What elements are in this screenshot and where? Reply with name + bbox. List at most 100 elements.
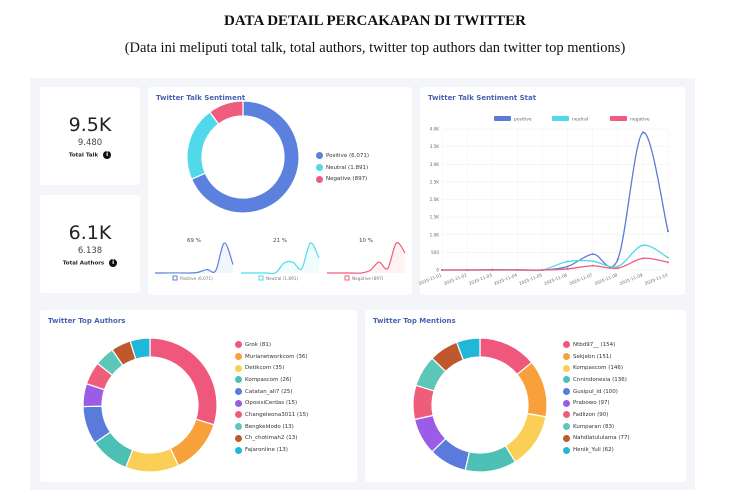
top-authors-slice-0[interactable] — [149, 337, 218, 426]
sparkline-legend-0: Positive (6.071) — [180, 276, 213, 281]
y-tick-label: 3.5K — [430, 144, 440, 149]
sentiment-stat-title: Twitter Talk Sentiment Stat — [428, 94, 537, 102]
top-mentions-legend-item[interactable]: Henik_Yuli (62) — [563, 444, 630, 456]
point-neutral[interactable] — [591, 260, 594, 263]
top-mentions-title: Twitter Top Mentions — [373, 317, 456, 325]
point-neutral[interactable] — [566, 260, 569, 263]
top-mentions-legend-item[interactable]: Fadlizon (90) — [563, 409, 630, 421]
point-neutral[interactable] — [641, 244, 644, 247]
sentiment-slice-2[interactable] — [208, 100, 244, 125]
legend-label: Murianetworkcom (36) — [245, 353, 308, 360]
point-positive[interactable] — [641, 131, 644, 134]
top-mentions-slice-9[interactable] — [455, 337, 481, 361]
point-neutral[interactable] — [616, 265, 619, 268]
sentiment-slice-0[interactable] — [190, 100, 300, 214]
sparkline-percent-2: 10 % — [359, 238, 373, 244]
top-mentions-legend-item[interactable]: Cnnindonesia (136) — [563, 374, 630, 386]
legend-label: Henik_Yuli (62) — [573, 447, 614, 454]
top-authors-legend-item[interactable]: Catatan_ali7 (25) — [235, 386, 308, 398]
point-negative[interactable] — [667, 261, 669, 264]
point-negative[interactable] — [466, 269, 469, 271]
info-icon[interactable]: i — [109, 259, 118, 267]
legend-dot — [563, 341, 570, 349]
legend-negative[interactable]: Negative (897) — [316, 173, 369, 185]
sparkline-area-2 — [327, 242, 405, 274]
legend-label: Bengkeldodo (13) — [245, 423, 294, 430]
top-authors-legend-item[interactable]: Detikcom (35) — [235, 362, 308, 374]
point-positive[interactable] — [591, 253, 594, 256]
legend-dot — [235, 364, 242, 372]
legend-swatch-negative[interactable] — [610, 116, 627, 121]
total-talk-full: 9.480 — [77, 138, 103, 148]
legend-dot — [235, 353, 242, 361]
top-authors-legend-item[interactable]: Changeleona3011 (15) — [235, 409, 308, 421]
top-mentions-slice-1[interactable] — [516, 361, 548, 418]
top-authors-slice-1[interactable] — [169, 418, 215, 467]
info-icon[interactable]: i — [103, 151, 112, 159]
legend-neutral[interactable]: Neutral (1.891) — [316, 162, 369, 174]
sentiment-stat-card: Twitter Talk Sentiment Stat 0 500 1.0K 1.5K… — [418, 87, 685, 295]
top-authors-slice-9[interactable] — [129, 337, 151, 360]
top-authors-legend-item[interactable]: Kompascom (26) — [235, 374, 308, 386]
page-subtitle: (Data ini meliputi total talk, total aut… — [124, 40, 626, 56]
legend-label: Changeleona3011 (15) — [245, 411, 309, 418]
point-negative[interactable] — [591, 264, 594, 267]
top-mentions-legend-item[interactable]: Prabowo (97) — [563, 397, 630, 409]
point-negative[interactable] — [491, 269, 494, 271]
top-mentions-legend-item[interactable]: Sekjebn (151) — [563, 351, 630, 363]
legend-label: Prabowo (97) — [573, 400, 610, 407]
point-negative[interactable] — [541, 269, 544, 271]
top-mentions-card: Twitter Top Mentions Ntbd97__ (154) Sekje… — [365, 310, 686, 482]
x-tick-label: 2025-11-05 — [518, 272, 543, 286]
sparkline-legend-box-2[interactable] — [344, 275, 350, 281]
sparkline-legend-box-1[interactable] — [258, 275, 264, 281]
legend-label-neutral: neutral — [572, 117, 588, 123]
total-talk-label: Total Talk — [68, 152, 99, 159]
top-mentions-slice-3[interactable] — [464, 444, 517, 473]
legend-dot — [563, 388, 570, 396]
top-authors-donut — [82, 337, 218, 473]
top-authors-legend-item[interactable]: Bengkeldodo (13) — [235, 421, 308, 433]
y-tick-label: 500 — [431, 250, 439, 255]
legend-label: Kumparan (83) — [573, 423, 615, 430]
point-negative[interactable] — [566, 267, 569, 270]
legend-dot — [235, 388, 242, 396]
sparkline-legend-box-0[interactable] — [172, 275, 178, 281]
top-mentions-legend-item[interactable]: Gusipul_id (100) — [563, 386, 630, 398]
point-negative[interactable] — [641, 257, 644, 260]
legend-label: Catatan_ali7 (25) — [245, 388, 293, 395]
top-authors-slice-2[interactable] — [125, 447, 180, 473]
point-negative[interactable] — [516, 269, 519, 271]
sentiment-title: Twitter Talk Sentiment — [156, 94, 246, 102]
x-tick-label: 2025-11-09 — [619, 272, 644, 286]
top-authors-legend-item[interactable]: OposisiCerdas (15) — [235, 397, 308, 409]
point-negative[interactable] — [441, 269, 443, 271]
point-positive[interactable] — [667, 230, 669, 233]
top-authors-legend-item[interactable]: Fajaronline (13) — [235, 444, 308, 456]
legend-dot — [563, 434, 570, 442]
legend-label: Ntbd97__ (154) — [573, 341, 616, 348]
y-tick-label: 4.0K — [430, 127, 440, 132]
top-authors-legend-item[interactable]: Grok (81) — [235, 339, 308, 351]
top-mentions-legend-item[interactable]: Kompascom (146) — [563, 362, 630, 374]
point-neutral[interactable] — [667, 256, 669, 259]
point-positive[interactable] — [616, 258, 619, 261]
top-authors-legend-item[interactable]: Murianetworkcom (36) — [235, 351, 308, 363]
legend-dot — [235, 341, 242, 349]
legend-swatch-neutral[interactable] — [552, 116, 569, 121]
sentiment-donut — [186, 100, 300, 214]
top-authors-legend-item[interactable]: Ch_chotimah2 (13) — [235, 433, 308, 445]
total-talk-card: 9.5K 9.480 Total Talk i — [40, 87, 140, 185]
legend-positive[interactable]: Positive (6.071) — [316, 150, 369, 162]
top-mentions-legend-item[interactable]: Nahdlatululama (77) — [563, 433, 630, 445]
total-authors-label: Total Authors — [62, 260, 105, 267]
legend-swatch-positive[interactable] — [494, 116, 511, 121]
point-negative[interactable] — [616, 267, 619, 270]
legend-dot — [235, 411, 242, 419]
top-mentions-legend-item[interactable]: Kumparan (83) — [563, 421, 630, 433]
top-mentions-legend-item[interactable]: Ntbd97__ (154) — [563, 339, 630, 351]
legend-dot — [563, 411, 570, 419]
point-positive[interactable] — [566, 265, 569, 268]
legend-dot — [563, 423, 570, 431]
legend-label: Fajaronline (13) — [245, 447, 288, 454]
